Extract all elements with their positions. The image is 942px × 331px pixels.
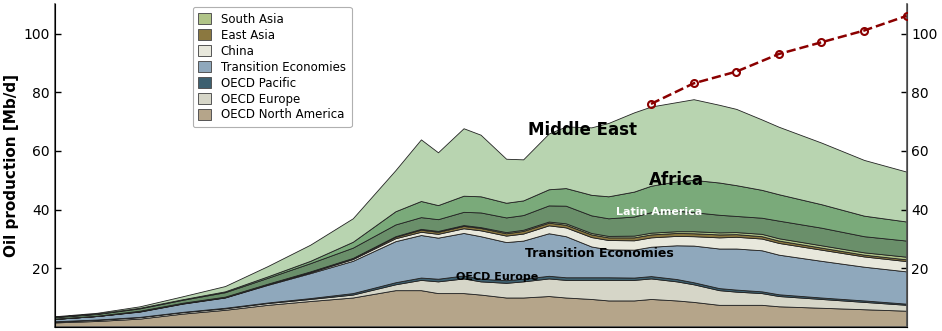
Text: Africa: Africa — [649, 171, 704, 189]
Legend: South Asia, East Asia, China, Transition Economies, OECD Pacific, OECD Europe, O: South Asia, East Asia, China, Transition… — [192, 7, 351, 127]
Text: Transition Economies: Transition Economies — [526, 247, 674, 260]
Text: OECD Europe: OECD Europe — [457, 272, 539, 282]
Text: Middle East: Middle East — [528, 121, 638, 139]
Text: Latin America: Latin America — [616, 208, 703, 217]
Y-axis label: Oil production [Mb/d]: Oil production [Mb/d] — [4, 74, 19, 257]
